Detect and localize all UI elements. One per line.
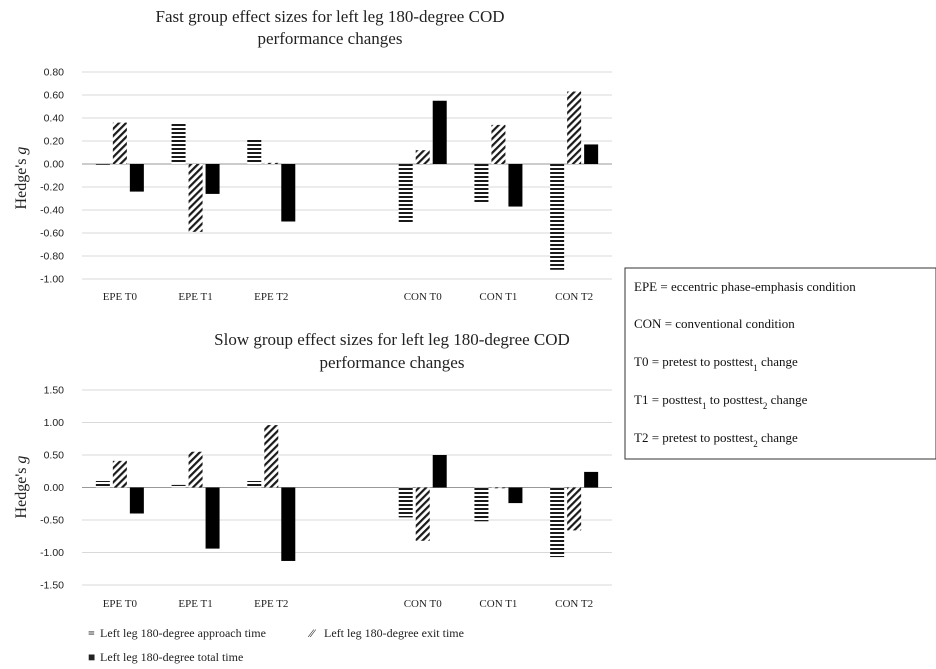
slow-bar-exit bbox=[567, 487, 582, 531]
slow-y-ticks: 1.50 1.00 0.50 0.00 -0.50 -1.00 -1.50 bbox=[40, 385, 64, 592]
fast-bar-approach bbox=[474, 164, 489, 204]
fast-group-chart: Fast group effect sizes for left leg 180… bbox=[13, 7, 612, 303]
slow-bars bbox=[95, 425, 599, 561]
slow-bar-total bbox=[584, 471, 599, 488]
slow-gridlines bbox=[82, 389, 612, 586]
slow-bar-approach bbox=[474, 487, 489, 522]
slow-bar-approach bbox=[550, 487, 565, 558]
slow-y-tick-label: 1.50 bbox=[44, 385, 65, 397]
fast-y-tick-label: 0.80 bbox=[44, 67, 65, 79]
fast-category-label: EPE T0 bbox=[103, 291, 138, 303]
legend-label-exit: Left leg 180-degree exit time bbox=[324, 626, 464, 640]
slow-chart-title-line2: performance changes bbox=[320, 353, 465, 372]
fast-bar-total bbox=[281, 164, 296, 222]
slow-bar-total bbox=[432, 455, 447, 488]
slow-bar-exit bbox=[491, 487, 506, 489]
fast-y-tick-label: 0.60 bbox=[44, 90, 65, 102]
key-line-con: CON = conventional condition bbox=[634, 316, 795, 331]
slow-bar-exit bbox=[188, 451, 203, 488]
fast-y-tick-label: 0.40 bbox=[44, 113, 65, 125]
legend-marker-approach: = bbox=[88, 626, 95, 640]
fast-category-label: CON T1 bbox=[479, 291, 517, 303]
slow-bar-total bbox=[508, 487, 523, 504]
slow-y-tick-label: -0.50 bbox=[40, 515, 64, 527]
slow-category-label: CON T1 bbox=[479, 598, 517, 610]
slow-chart-title: Slow group effect sizes for left leg 180… bbox=[214, 330, 570, 349]
fast-bar-exit bbox=[567, 91, 582, 164]
legend-item-approach: = Left leg 180-degree approach time bbox=[88, 626, 266, 640]
fast-y-tick-label: -1.00 bbox=[40, 274, 64, 286]
fast-bar-total bbox=[584, 144, 599, 164]
fast-gridlines bbox=[82, 71, 612, 280]
slow-bar-exit bbox=[415, 487, 430, 541]
fast-category-label: CON T2 bbox=[555, 291, 593, 303]
fast-y-tick-label: 0.20 bbox=[44, 136, 65, 148]
slow-category-labels: EPE T0 EPE T1 EPE T2 CON T0 CON T1 CON T2 bbox=[103, 598, 593, 610]
slow-bar-exit bbox=[112, 460, 127, 488]
fast-bar-total bbox=[129, 164, 144, 192]
fast-bar-exit bbox=[415, 150, 430, 164]
slow-category-label: EPE T2 bbox=[254, 598, 288, 610]
key-line-epe: EPE = eccentric phase-emphasis condition bbox=[634, 279, 856, 294]
fast-chart-title: Fast group effect sizes for left leg 180… bbox=[155, 7, 504, 26]
slow-category-label: EPE T1 bbox=[178, 598, 212, 610]
slow-y-tick-label: 1.00 bbox=[44, 417, 65, 429]
fast-bar-exit bbox=[264, 162, 279, 164]
slow-y-tick-label: 0.00 bbox=[44, 482, 65, 494]
fast-bar-exit bbox=[188, 164, 203, 232]
legend-marker-total: ■ bbox=[88, 650, 95, 664]
slow-y-axis-label: Hedge's g bbox=[13, 456, 30, 519]
legend-marker-exit: ⁄⁄ bbox=[307, 626, 317, 640]
fast-bar-approach bbox=[95, 164, 110, 165]
fast-category-label: CON T0 bbox=[404, 291, 442, 303]
legend-item-total: ■ Left leg 180-degree total time bbox=[88, 650, 243, 664]
fast-bar-approach bbox=[550, 164, 565, 270]
fast-y-tick-label: 0.00 bbox=[44, 159, 65, 171]
slow-category-label: CON T2 bbox=[555, 598, 593, 610]
slow-bar-approach bbox=[398, 487, 413, 518]
fast-y-tick-label: -0.60 bbox=[40, 228, 64, 240]
legend-label-total: Left leg 180-degree total time bbox=[100, 650, 243, 664]
slow-bar-exit bbox=[264, 425, 279, 488]
slow-group-chart: Slow group effect sizes for left leg 180… bbox=[13, 330, 612, 610]
fast-y-tick-label: -0.40 bbox=[40, 205, 64, 217]
legend-label-approach: Left leg 180-degree approach time bbox=[100, 626, 266, 640]
fast-bar-exit bbox=[112, 122, 127, 164]
legend: = Left leg 180-degree approach time ⁄⁄ L… bbox=[88, 626, 464, 664]
fast-y-ticks: 0.80 0.60 0.40 0.20 0.00 -0.20 -0.40 -0.60 -0.80… bbox=[40, 67, 64, 286]
fast-bar-total bbox=[205, 164, 220, 194]
fast-y-tick-label: -0.80 bbox=[40, 251, 64, 263]
fast-bar-total bbox=[432, 100, 447, 164]
fast-bar-exit bbox=[491, 124, 506, 164]
slow-y-tick-label: -1.50 bbox=[40, 580, 64, 592]
legend-item-exit: ⁄⁄ Left leg 180-degree exit time bbox=[307, 626, 464, 640]
fast-y-tick-label: -0.20 bbox=[40, 182, 64, 194]
abbreviation-key-box: EPE = eccentric phase-emphasis condition… bbox=[624, 267, 936, 460]
slow-y-tick-label: -1.00 bbox=[40, 547, 64, 559]
fast-bar-total bbox=[508, 164, 523, 207]
fast-bar-approach bbox=[171, 123, 186, 164]
slow-category-label: EPE T0 bbox=[103, 598, 138, 610]
fast-bars bbox=[95, 91, 599, 270]
fast-y-axis-label: Hedge's g bbox=[13, 147, 30, 210]
fast-category-label: EPE T1 bbox=[178, 291, 212, 303]
slow-bar-total bbox=[205, 487, 220, 549]
fast-bar-approach bbox=[398, 164, 413, 223]
slow-bar-total bbox=[129, 487, 144, 514]
fast-bar-approach bbox=[247, 139, 262, 164]
key-line-t1: T1 = posttest1 to posttest2 change bbox=[634, 392, 808, 411]
slow-y-tick-label: 0.50 bbox=[44, 450, 65, 462]
slow-bar-approach bbox=[95, 481, 110, 488]
slow-bar-approach bbox=[247, 481, 262, 488]
slow-bar-approach bbox=[171, 484, 186, 488]
slow-bar-total bbox=[281, 487, 296, 561]
fast-category-label: EPE T2 bbox=[254, 291, 288, 303]
key-line-t0: T0 = pretest to posttest1 change bbox=[634, 354, 798, 373]
slow-category-label: CON T0 bbox=[404, 598, 442, 610]
fast-category-labels: EPE T0 EPE T1 EPE T2 CON T0 CON T1 CON T2 bbox=[103, 291, 593, 303]
key-line-t2: T2 = pretest to posttest2 change bbox=[634, 430, 798, 449]
fast-chart-title-line2: performance changes bbox=[258, 29, 403, 48]
